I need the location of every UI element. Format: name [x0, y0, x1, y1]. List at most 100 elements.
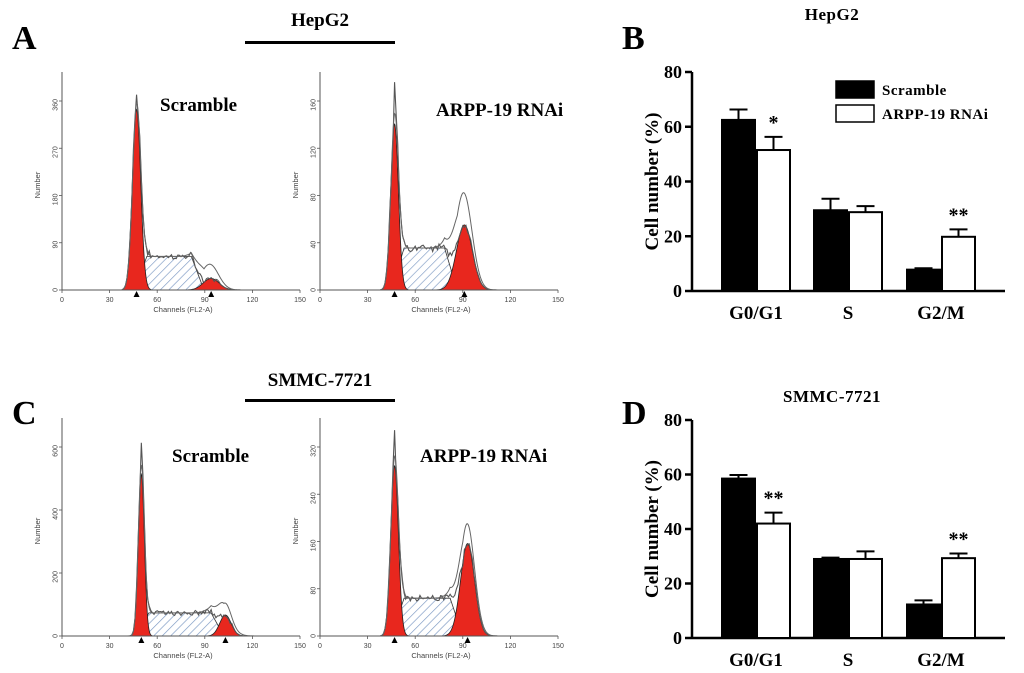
panel-letter-d: D	[622, 395, 647, 432]
bar	[848, 557, 883, 639]
bar	[848, 211, 883, 292]
fit-line	[122, 464, 261, 637]
x-axis-label: Channels (FL2-A)	[153, 305, 213, 314]
y-axis-label: Cell number (%)	[642, 113, 663, 251]
category-label: G0/G1	[729, 650, 783, 671]
bar-chart: SMMC-7721 0 20 40 60 80 Cell number (%) ** G0/G1…	[642, 387, 1005, 671]
bar	[721, 477, 756, 639]
peak-marker-icon	[133, 291, 140, 297]
legend-label: ARPP-19 RNAi	[882, 107, 988, 123]
bar	[941, 235, 976, 292]
legend-swatch	[835, 104, 875, 123]
y-tick-label: 320	[311, 445, 318, 457]
peak-marker-icon	[461, 291, 468, 297]
x-tick-label: 60	[411, 643, 419, 650]
y-tick-label: 400	[53, 508, 60, 520]
category-label: G2/M	[917, 650, 965, 671]
y-axis-label: Number	[33, 517, 42, 544]
y-tick-label: 80	[664, 62, 682, 82]
x-tick-label: 120	[505, 297, 517, 304]
significance-mark: **	[949, 529, 969, 551]
y-tick-label: 240	[311, 492, 318, 504]
peak-marker-icon	[391, 291, 398, 297]
peak-marker-icon	[138, 637, 145, 643]
peak-marker-icon	[464, 637, 471, 643]
bar	[941, 557, 976, 639]
y-tick-label: 360	[53, 99, 60, 111]
x-tick-label: 0	[60, 297, 64, 304]
histogram-label-c-scramble: Scramble	[172, 446, 250, 467]
panel-letter-b: B	[622, 20, 645, 57]
y-tick-label: 270	[53, 146, 60, 158]
y-tick-label: 80	[664, 410, 682, 430]
peak-marker-icon	[208, 291, 215, 297]
y-tick-label: 0	[53, 634, 60, 638]
bar	[906, 268, 941, 292]
x-axis-label: Channels (FL2-A)	[153, 651, 213, 660]
y-axis-label: Cell number (%)	[642, 460, 663, 598]
x-tick-label: 0	[318, 297, 322, 304]
flow-title-hepg2: HepG2	[290, 10, 350, 31]
x-tick-label: 30	[106, 297, 114, 304]
flow-title-underline-smmc	[245, 399, 395, 402]
flow-histogram: 0 30 60 90 120 150 Channels (FL2-A) 0 40 80 120 160…	[291, 72, 564, 314]
x-tick-label: 30	[106, 643, 114, 650]
x-axis-label: Channels (FL2-A)	[411, 651, 471, 660]
x-tick-label: 90	[201, 297, 209, 304]
y-tick-label: 60	[664, 465, 682, 485]
y-tick-label: 80	[311, 587, 318, 595]
x-tick-label: 90	[459, 297, 467, 304]
histogram-label-c-rnai: ARPP-19 RNAi	[420, 446, 548, 467]
y-tick-label: 40	[664, 519, 682, 539]
x-tick-label: 60	[153, 643, 161, 650]
panel-letter-a: A	[12, 20, 37, 57]
x-tick-label: 150	[552, 643, 564, 650]
bar	[906, 603, 941, 639]
y-tick-label: 160	[311, 99, 318, 111]
x-tick-label: 60	[153, 297, 161, 304]
y-tick-label: 20	[664, 226, 682, 246]
category-label: G0/G1	[729, 303, 783, 324]
y-tick-label: 80	[311, 193, 318, 201]
flow-histogram: 0 30 60 90 120 150 Channels (FL2-A) 0 200 400 600 N…	[33, 418, 306, 660]
y-axis-label: Number	[291, 171, 300, 198]
chart-title: HepG2	[805, 5, 859, 24]
chart-title: SMMC-7721	[783, 387, 881, 406]
bar	[813, 209, 848, 292]
bar	[813, 557, 848, 639]
x-tick-label: 0	[318, 643, 322, 650]
y-tick-label: 0	[311, 288, 318, 292]
x-tick-label: 150	[552, 297, 564, 304]
bar	[721, 118, 756, 292]
x-tick-label: 120	[247, 643, 259, 650]
y-tick-label: 200	[53, 571, 60, 583]
y-tick-label: 180	[53, 193, 60, 205]
histogram-label-a-scramble: Scramble	[160, 95, 238, 116]
category-label: G2/M	[917, 303, 965, 324]
x-tick-label: 60	[411, 297, 419, 304]
significance-mark: **	[764, 488, 784, 510]
y-tick-label: 0	[673, 628, 682, 648]
bar	[756, 149, 791, 292]
x-tick-label: 150	[294, 643, 306, 650]
y-tick-label: 600	[53, 445, 60, 457]
category-label: S	[843, 650, 854, 671]
y-axis-label: Number	[291, 517, 300, 544]
histogram-label-a-rnai: ARPP-19 RNAi	[436, 100, 564, 121]
y-tick-label: 20	[664, 574, 682, 594]
x-tick-label: 150	[294, 297, 306, 304]
flow-histogram: 0 30 60 90 120 150 Channels (FL2-A) 0 80 160 240 32…	[291, 418, 564, 660]
y-tick-label: 0	[53, 288, 60, 292]
bar	[756, 522, 791, 639]
y-tick-label: 0	[673, 281, 682, 301]
significance-mark: *	[769, 112, 779, 134]
legend-swatch	[835, 80, 875, 99]
y-tick-label: 60	[664, 117, 682, 137]
category-label: S	[843, 303, 854, 324]
flow-histogram: 0 30 60 90 120 150 Channels (FL2-A) 0 90 180 270 36…	[33, 72, 306, 314]
x-tick-label: 120	[505, 643, 517, 650]
peak-marker-icon	[222, 637, 229, 643]
y-tick-label: 120	[311, 146, 318, 158]
x-tick-label: 90	[201, 643, 209, 650]
legend-label: Scramble	[882, 83, 947, 99]
